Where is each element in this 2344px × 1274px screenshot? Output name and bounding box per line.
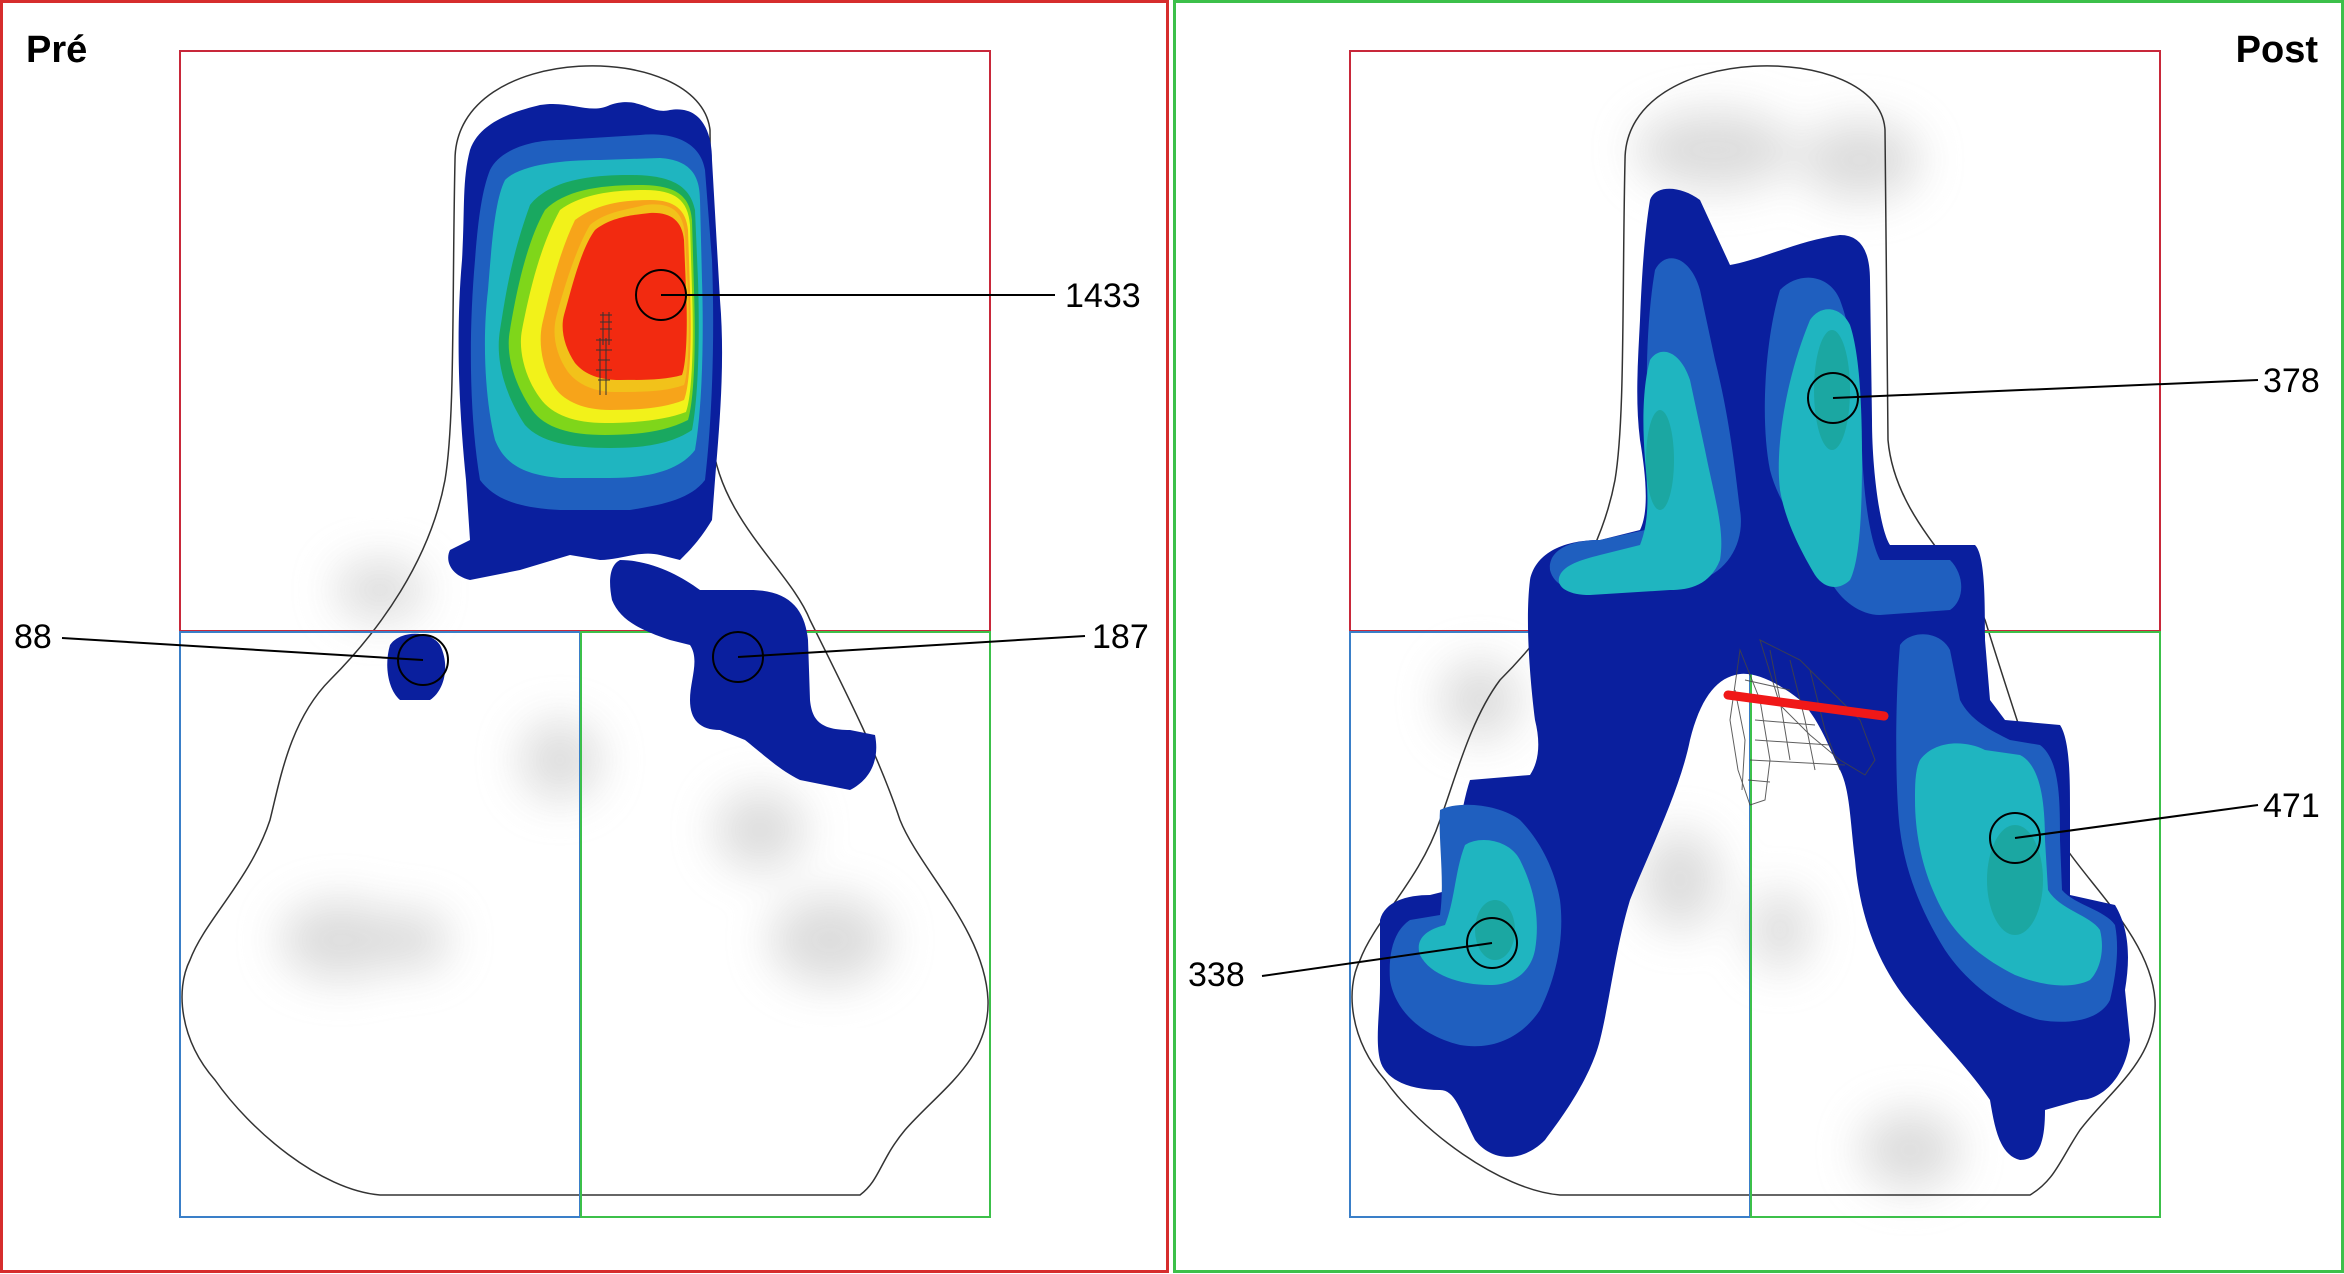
leader-line xyxy=(2014,804,2259,839)
marker-circle xyxy=(1989,812,2041,864)
pre-marker-88: 88 xyxy=(14,618,449,686)
marker-value: 471 xyxy=(2263,787,2320,825)
marker-value: 187 xyxy=(1092,618,1149,656)
leader-line xyxy=(1832,379,2259,399)
marker-circle xyxy=(1807,372,1859,424)
marker-value: 378 xyxy=(2263,362,2320,400)
pre-heatmap-bottom-right xyxy=(610,560,877,790)
pre-foot-outline xyxy=(181,65,989,1196)
marker-value: 1433 xyxy=(1065,277,1141,315)
leader-line xyxy=(61,637,424,661)
pre-sensor-glyph xyxy=(596,312,612,395)
leader-line xyxy=(1261,942,1493,977)
post-cut-line xyxy=(1723,690,1889,721)
marker-circle xyxy=(397,634,449,686)
post-marker-471: 471 xyxy=(1989,787,2320,864)
marker-circle xyxy=(1466,917,1518,969)
pre-heatmap-bottom-left xyxy=(387,633,446,700)
marker-value: 338 xyxy=(1188,956,1245,994)
pre-heatmap-top xyxy=(448,102,723,580)
post-marker-378: 378 xyxy=(1807,362,2320,424)
panel-pre: 1433 88 187 Pré xyxy=(0,0,1169,1273)
post-marker-338: 338 xyxy=(1188,917,1518,994)
marker-value: 88 xyxy=(14,618,52,656)
pre-marker-1433: 1433 xyxy=(635,269,1141,321)
marker-circle xyxy=(712,631,764,683)
post-heatmap-core xyxy=(1475,330,2043,960)
leader-line xyxy=(737,635,1086,658)
post-background-shading xyxy=(1440,110,1960,1190)
panel-post: 378 471 338 Post xyxy=(1173,0,2344,1273)
pre-marker-187: 187 xyxy=(712,618,1149,683)
panel-post-title: Post xyxy=(2236,29,2319,71)
panel-pre-title: Pré xyxy=(26,29,87,71)
